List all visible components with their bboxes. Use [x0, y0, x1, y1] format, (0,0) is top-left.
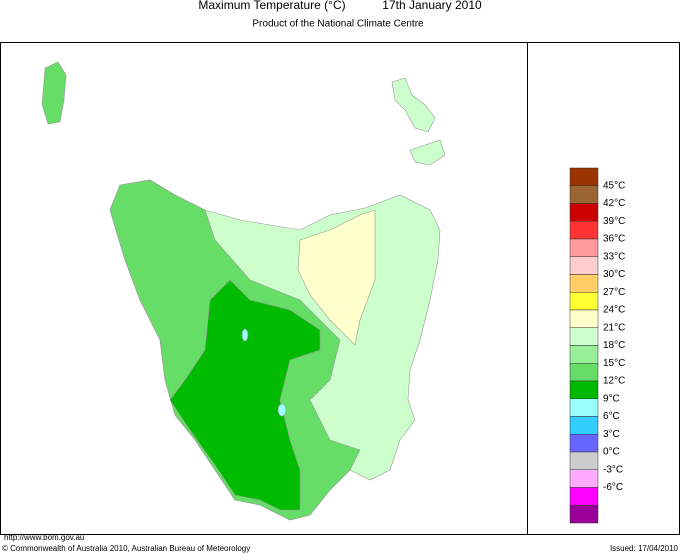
- legend-label: 30°C: [603, 269, 625, 280]
- legend-label: 42°C: [603, 198, 625, 209]
- copyright: © Commonwealth of Australia 2010, Austra…: [2, 544, 250, 553]
- legend-label: 6°C: [603, 411, 620, 422]
- legend-swatch: [569, 274, 599, 293]
- url: http://www.bom.gov.au: [4, 533, 84, 542]
- legend-swatch: [569, 416, 599, 435]
- legend-label: 27°C: [603, 287, 625, 298]
- zone-12: [169, 279, 321, 511]
- legend-swatch: [569, 398, 599, 417]
- legend-label: 9°C: [603, 393, 620, 404]
- legend-swatch: [569, 345, 599, 364]
- legend-swatch: [569, 256, 599, 275]
- legend: 45°C 42°C 39°C 36°C 33°C 30°C 27°C 24°C 21°C 18°C…: [569, 167, 625, 524]
- king-island: [41, 61, 67, 125]
- legend-label: 21°C: [603, 322, 625, 333]
- legend-label: -6°C: [603, 482, 623, 493]
- zone-21: [297, 209, 376, 346]
- subtitle: Product of the National Climate Centre: [252, 19, 424, 30]
- legend-swatch: [569, 221, 599, 240]
- legend-label: 12°C: [603, 376, 625, 387]
- legend-swatch: [569, 363, 599, 382]
- legend-swatch: [569, 167, 599, 186]
- legend-label: 24°C: [603, 305, 625, 316]
- legend-swatch: [569, 238, 599, 257]
- lake: [241, 328, 249, 342]
- legend-swatch: [569, 434, 599, 453]
- flinders-island: [391, 77, 436, 133]
- lake: [277, 403, 287, 417]
- legend-label: 36°C: [603, 234, 625, 245]
- legend-label: 18°C: [603, 340, 625, 351]
- legend-label: 0°C: [603, 447, 620, 458]
- legend-swatch: [569, 327, 599, 346]
- cape-barren-island: [409, 139, 446, 166]
- issued: Issued: 17/04/2010: [610, 544, 679, 553]
- legend-swatch: [569, 469, 599, 488]
- legend-swatch: [569, 487, 599, 506]
- legend-label: 3°C: [603, 429, 620, 440]
- title: Maximum Temperature (°C): [198, 0, 345, 12]
- legend-swatch: [569, 292, 599, 311]
- legend-label: 33°C: [603, 251, 625, 262]
- legend-swatch: [569, 451, 599, 470]
- legend-swatch: [569, 505, 599, 524]
- legend-swatch: [569, 185, 599, 204]
- legend-label: 39°C: [603, 216, 625, 227]
- date: 17th January 2010: [382, 0, 482, 12]
- legend-label: -3°C: [603, 464, 623, 475]
- legend-label: 15°C: [603, 358, 625, 369]
- legend-swatch: [569, 380, 599, 399]
- legend-label: 45°C: [603, 180, 625, 191]
- legend-swatch: [569, 309, 599, 328]
- map: [41, 61, 446, 521]
- legend-swatch: [569, 203, 599, 222]
